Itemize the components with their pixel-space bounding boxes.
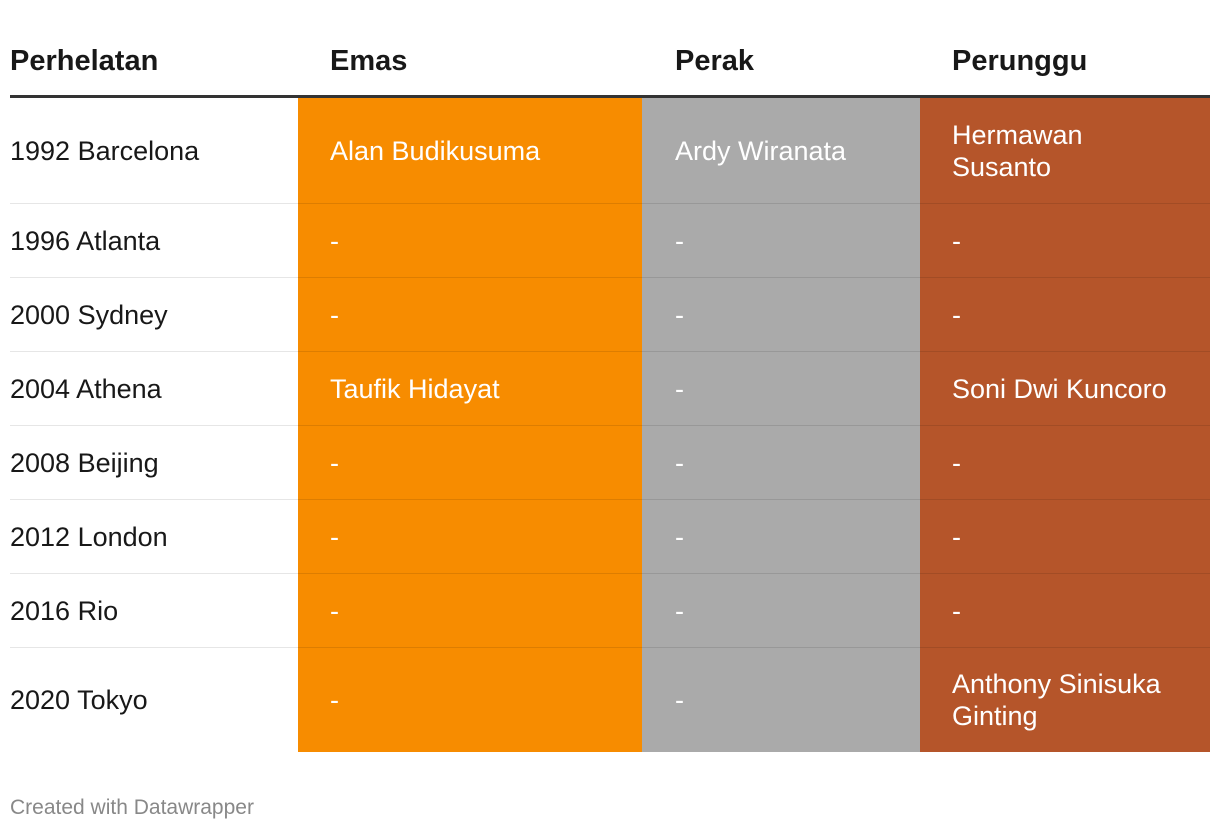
cell-event: 2004 Athena: [10, 352, 298, 426]
cell-gold: Taufik Hidayat: [298, 352, 642, 426]
cell-bronze: -: [920, 278, 1210, 352]
cell-gold: -: [298, 500, 642, 574]
medal-table: Perhelatan Emas Perak Perunggu 1992 Barc…: [10, 28, 1210, 752]
header-perhelatan: Perhelatan: [10, 45, 159, 77]
cell-event: 2008 Beijing: [10, 426, 298, 500]
cell-silver: -: [642, 500, 920, 574]
cell-event: 1996 Atlanta: [10, 204, 298, 278]
table-row: 1996 Atlanta - - -: [10, 204, 1210, 278]
table-header: Perhelatan Emas Perak Perunggu: [10, 28, 1210, 98]
cell-silver: -: [642, 426, 920, 500]
cell-gold: -: [298, 648, 642, 752]
cell-gold: -: [298, 204, 642, 278]
table-row: 2020 Tokyo - - Anthony Sinisuka Ginting: [10, 648, 1210, 752]
cell-event: 2016 Rio: [10, 574, 298, 648]
cell-event: 1992 Barcelona: [10, 98, 298, 204]
cell-silver: Ardy Wiranata: [642, 98, 920, 204]
cell-event: 2012 London: [10, 500, 298, 574]
header-perak: Perak: [675, 45, 755, 77]
cell-bronze: -: [920, 426, 1210, 500]
cell-gold: -: [298, 278, 642, 352]
cell-bronze: Anthony Sinisuka Ginting: [920, 648, 1210, 752]
cell-gold: -: [298, 574, 642, 648]
cell-bronze: -: [920, 500, 1210, 574]
cell-gold: Alan Budikusuma: [298, 98, 642, 204]
table-body: 1992 Barcelona Alan Budikusuma Ardy Wirana…: [10, 98, 1210, 752]
header-emas: Emas: [330, 45, 408, 77]
table-row: 2012 London - - -: [10, 500, 1210, 574]
datawrapper-credit: Created with Datawrapper: [10, 796, 254, 819]
cell-silver: -: [642, 278, 920, 352]
cell-silver: -: [642, 352, 920, 426]
cell-silver: -: [642, 574, 920, 648]
table-row: 2008 Beijing - - -: [10, 426, 1210, 500]
table-row: 2004 Athena Taufik Hidayat - Soni Dwi Kunco…: [10, 352, 1210, 426]
cell-bronze: -: [920, 204, 1210, 278]
cell-bronze: -: [920, 574, 1210, 648]
table-row: 1992 Barcelona Alan Budikusuma Ardy Wirana…: [10, 98, 1210, 204]
table-row: 2000 Sydney - - -: [10, 278, 1210, 352]
cell-bronze: Soni Dwi Kuncoro: [920, 352, 1210, 426]
cell-silver: -: [642, 648, 920, 752]
cell-event: 2000 Sydney: [10, 278, 298, 352]
table-row: 2016 Rio - - -: [10, 574, 1210, 648]
header-perunggu: Perunggu: [952, 45, 1088, 77]
cell-bronze: Hermawan Susanto: [920, 98, 1210, 204]
cell-silver: -: [642, 204, 920, 278]
cell-gold: -: [298, 426, 642, 500]
cell-event: 2020 Tokyo: [10, 685, 148, 715]
